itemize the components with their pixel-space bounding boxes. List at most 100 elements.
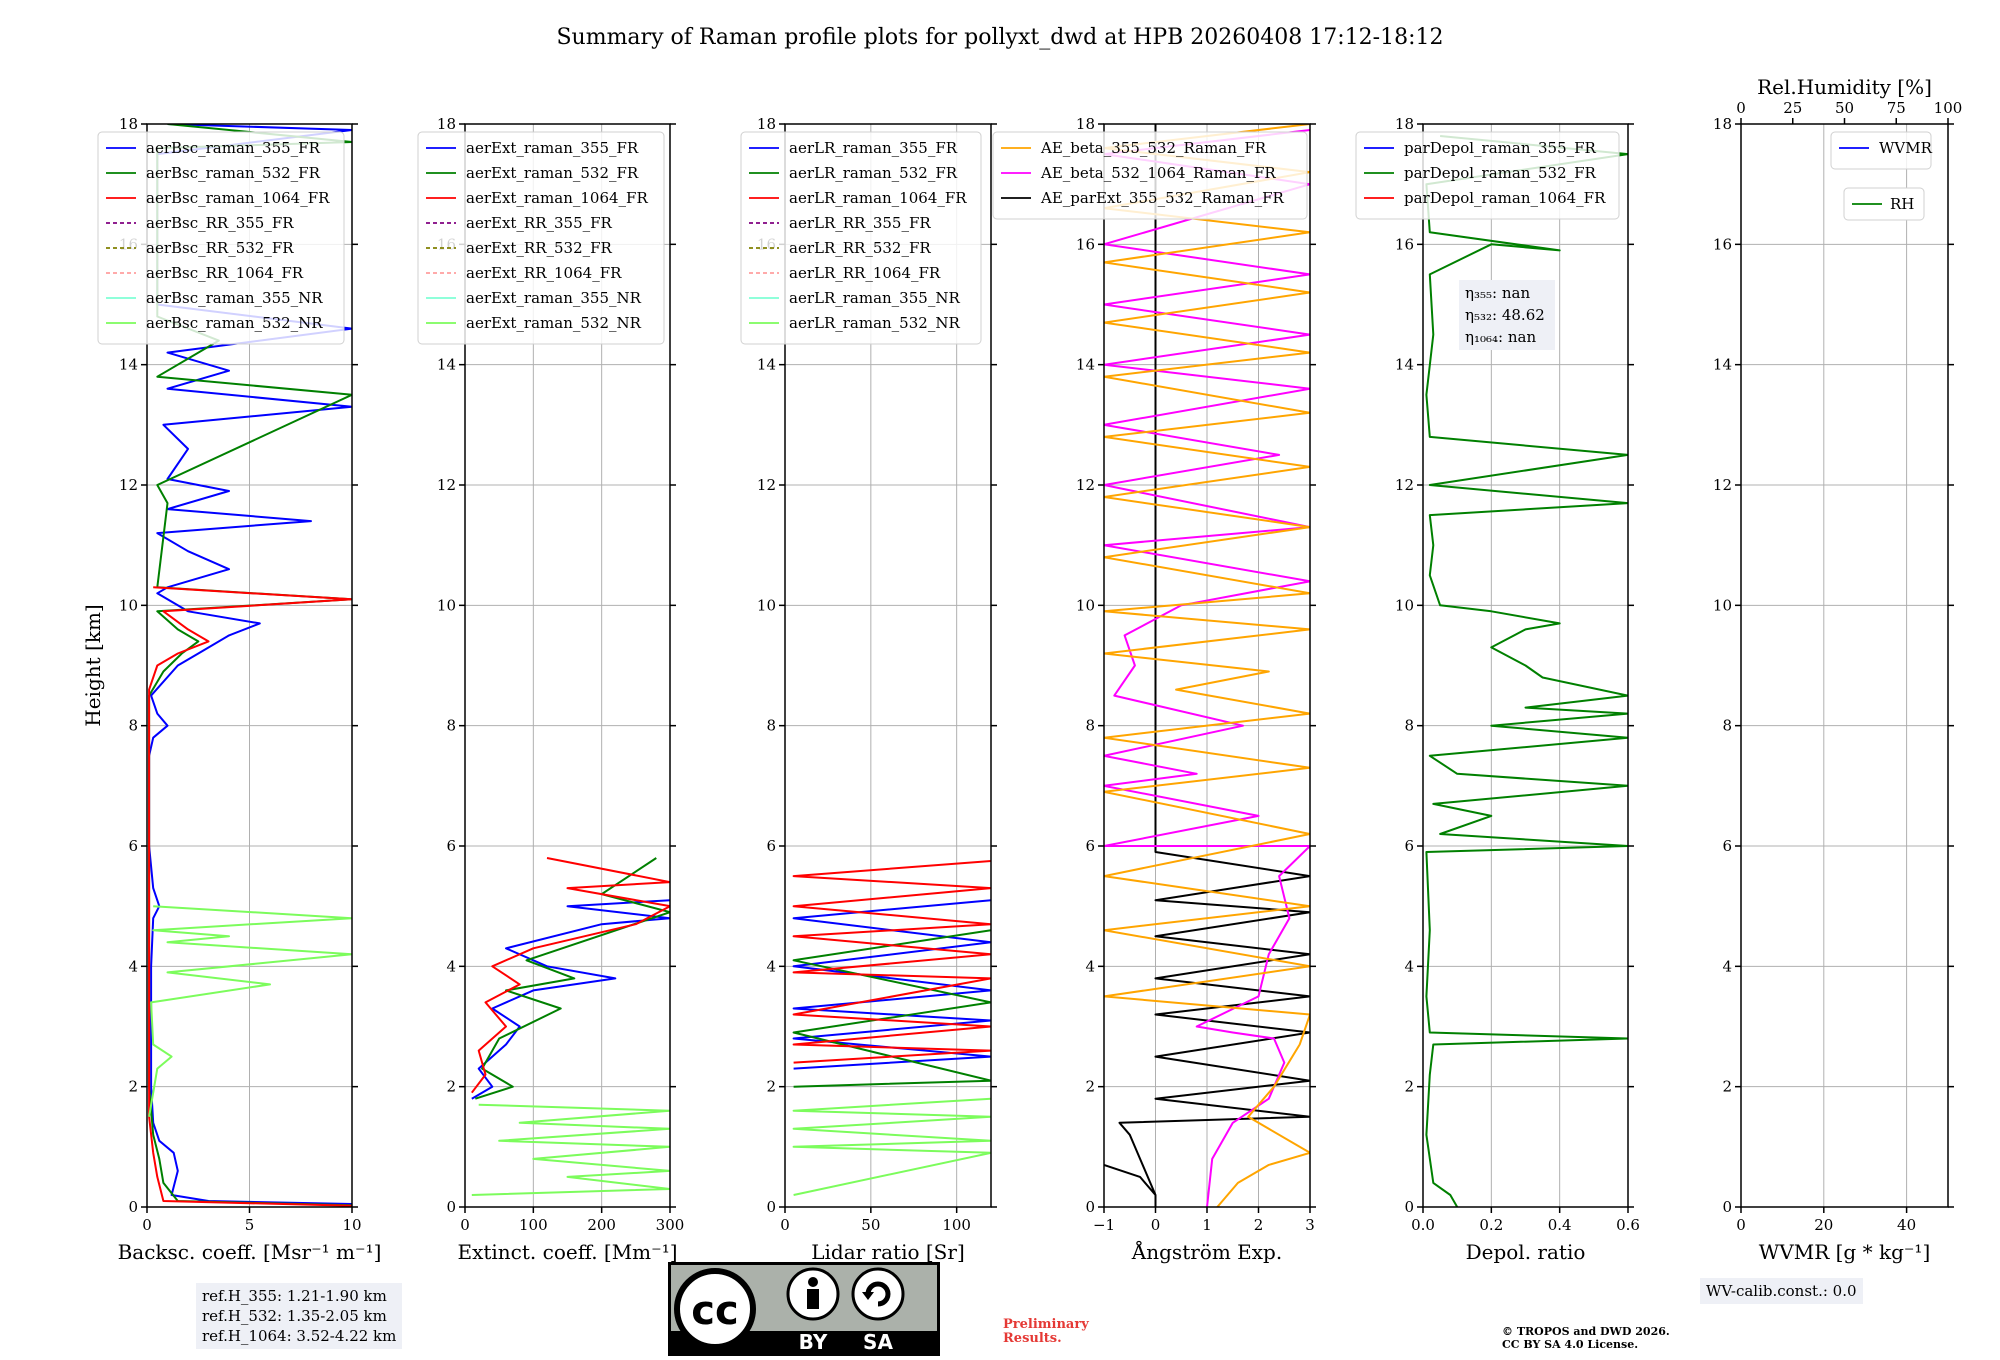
x-tick-label: 0	[142, 1216, 152, 1234]
top-x-tick-label: 75	[1887, 99, 1906, 117]
x-tick-label: 0.2	[1479, 1216, 1503, 1234]
y-tick-label: 12	[119, 476, 138, 494]
legend-frame	[1355, 131, 1620, 220]
legend-label: aerBsc_RR_1064_FR	[146, 264, 304, 282]
y-tick-label: 16	[1395, 235, 1414, 253]
y-tick-label: 4	[1722, 957, 1732, 975]
y-tick-label: 18	[1076, 115, 1095, 133]
y-tick-label: 8	[1404, 717, 1414, 735]
series-AE_parExt_355_532_Raman_FR	[1104, 124, 1310, 1207]
wv-calibration-text: WV-calib.const.: 0.0	[1706, 1282, 1857, 1300]
y-tick-label: 6	[1404, 837, 1414, 855]
by-label: BY	[799, 1330, 828, 1354]
annotation-line: η₅₃₂: 48.62	[1465, 306, 1545, 324]
y-tick-label: 4	[766, 957, 776, 975]
annotation-line: η₁₀₆₄: nan	[1465, 328, 1536, 346]
y-tick-label: 18	[1395, 115, 1414, 133]
y-tick-label: 18	[757, 115, 776, 133]
legend-frame	[417, 131, 665, 345]
legend: AE_beta_355_532_Raman_FR AE_beta_532_1064…	[992, 131, 1308, 220]
legend-label: aerExt_raman_532_FR	[466, 164, 639, 182]
y-axis-label: Height [km]	[81, 604, 105, 726]
x-tick-label: 100	[519, 1216, 548, 1234]
series-aerLR_raman_1064_FR	[792, 860, 991, 1064]
legend-label: aerBsc_raman_532_FR	[146, 164, 321, 182]
y-tick-label: 0	[1085, 1198, 1095, 1216]
series-parDepol_raman_532_FR	[1425, 135, 1628, 1207]
axes-frame	[464, 123, 671, 1208]
x-tick-label: 300	[656, 1216, 685, 1234]
y-tick-label: 10	[437, 596, 456, 614]
copyright-line-1: © TROPOS and DWD 2026.	[1502, 1325, 1670, 1338]
annotation-box	[1459, 280, 1555, 350]
legend-label: AE_beta_355_532_Raman_FR	[1040, 139, 1267, 157]
cc-by-sa-badge: cc BY SA	[668, 1262, 940, 1356]
legend-label: aerBsc_raman_1064_FR	[146, 189, 330, 207]
y-tick-label: 16	[1713, 235, 1732, 253]
y-tick-label: 14	[119, 356, 138, 374]
x-axis-label: WVMR [g * kg⁻¹]	[1759, 1240, 1931, 1264]
y-tick-label: 10	[1076, 596, 1095, 614]
legend-label: aerExt_RR_355_FR	[466, 214, 613, 232]
y-tick-label: 8	[128, 717, 138, 735]
by-person-head	[808, 1277, 818, 1287]
y-tick-label: 8	[1085, 717, 1095, 735]
x-axis-label: Extinct. coeff. [Mm⁻¹]	[457, 1240, 677, 1264]
legend-label: AE_beta_532_1064_Raman_FR	[1040, 164, 1276, 182]
y-tick-label: 2	[1404, 1078, 1414, 1096]
legend-label: aerBsc_raman_532_NR	[146, 314, 323, 332]
legend: aerLR_raman_355_FR aerLR_raman_532_FR aerL…	[740, 131, 982, 345]
legend-label: aerExt_RR_1064_FR	[466, 264, 622, 282]
legend-label: RH	[1890, 195, 1914, 213]
series-AE_beta_355_532_Raman_FR	[1104, 124, 1310, 1207]
x-tick-label: 20	[1814, 1216, 1833, 1234]
copyright-line-2: CC BY SA 4.0 License.	[1502, 1338, 1639, 1351]
legend-label: aerExt_RR_532_FR	[466, 239, 613, 257]
legend-label: aerLR_raman_355_NR	[789, 289, 960, 307]
x-tick-label: 3	[1305, 1216, 1315, 1234]
by-person-body	[807, 1289, 819, 1309]
series-aerExt_raman_532_FR	[474, 857, 670, 1100]
legend-frame	[1830, 131, 1932, 170]
y-tick-label: 10	[119, 596, 138, 614]
y-tick-label: 2	[128, 1078, 138, 1096]
legend-label: aerExt_raman_1064_FR	[466, 189, 648, 207]
y-tick-label: 14	[437, 356, 456, 374]
series-group	[1425, 135, 1628, 1207]
x-axis-label: Backsc. coeff. [Msr⁻¹ m⁻¹]	[118, 1240, 382, 1264]
top-x-tick-label: 0	[1736, 99, 1746, 117]
y-tick-label: 14	[757, 356, 776, 374]
legend-label: aerExt_raman_355_NR	[466, 289, 642, 307]
series-group	[1104, 124, 1310, 1207]
axes-frame	[1422, 123, 1629, 1208]
x-tick-label: 1	[1202, 1216, 1212, 1234]
axes-frame	[784, 123, 992, 1208]
y-tick-label: 6	[766, 837, 776, 855]
sa-arrow-head	[862, 1292, 874, 1300]
legend-label: aerBsc_RR_532_FR	[146, 239, 294, 257]
y-tick-label: 4	[446, 957, 456, 975]
y-tick-label: 14	[1076, 356, 1095, 374]
x-tick-label: 0.6	[1616, 1216, 1640, 1234]
y-tick-label: 8	[766, 717, 776, 735]
y-tick-label: 12	[437, 476, 456, 494]
series-aerBsc_raman_355_FR	[148, 124, 352, 1205]
sa-label: SA	[863, 1330, 893, 1354]
legend-label: WVMR	[1879, 139, 1933, 157]
legend-frame	[97, 131, 345, 345]
series-aerExt_raman_1064_FR	[471, 857, 670, 1094]
legend-label: aerLR_RR_1064_FR	[789, 264, 941, 282]
figure-title: Summary of Raman profile plots for polly…	[556, 25, 1443, 50]
y-tick-label: 18	[1713, 115, 1732, 133]
series-aerLR_raman_532_FR	[792, 929, 991, 1088]
ref-height-532: ref.H_532: 1.35-2.05 km	[202, 1307, 387, 1325]
y-tick-label: 6	[1722, 837, 1732, 855]
x-tick-label: 0	[780, 1216, 790, 1234]
y-tick-label: 2	[766, 1078, 776, 1096]
legend-label: aerBsc_raman_355_NR	[146, 289, 323, 307]
legend-label: aerLR_RR_532_FR	[789, 239, 931, 257]
legend-frame	[992, 131, 1308, 220]
y-tick-label: 4	[1085, 957, 1095, 975]
